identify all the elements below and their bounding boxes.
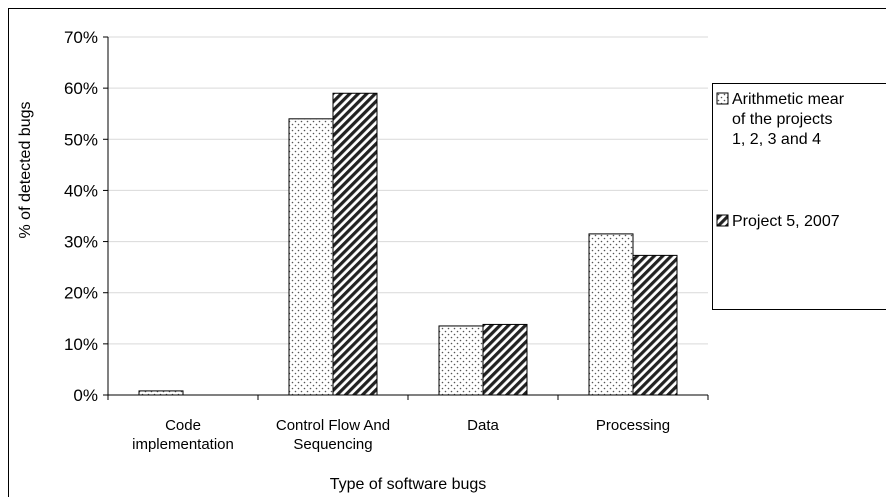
- legend-box: [712, 83, 886, 310]
- bar-series-1: [588, 233, 634, 396]
- y-axis-title: % of detected bugs: [17, 102, 34, 239]
- legend-label: Project 5, 2007: [732, 213, 840, 230]
- y-tick-label: 50%: [64, 130, 98, 149]
- legend: Arithmetic mear of the projects 1, 2, 3 an…: [712, 83, 886, 310]
- y-tick-label: 60%: [64, 79, 98, 98]
- x-category-label: Sequencing: [293, 436, 372, 453]
- x-category-label: Processing: [596, 417, 670, 434]
- bars: [138, 92, 678, 396]
- legend-items: Arithmetic mear of the projects 1, 2, 3 an…: [716, 91, 845, 230]
- legend-swatch-1: [716, 92, 729, 105]
- bar-series-2: [632, 254, 678, 396]
- bar-series-1: [138, 390, 184, 396]
- bar-series-2: [332, 92, 378, 396]
- legend-label: Arithmetic mear: [732, 91, 845, 108]
- y-axis-ticks: 0% 10% 20% 30% 40% 50% 60% 70%: [64, 28, 108, 405]
- y-tick-label: 30%: [64, 233, 98, 252]
- x-category-label: Data: [467, 417, 499, 434]
- legend-label: of the projects: [732, 111, 833, 128]
- y-tick-label: 10%: [64, 335, 98, 354]
- bar-series-1: [288, 118, 334, 396]
- y-tick-label: 0%: [73, 386, 98, 405]
- legend-swatch-2: [716, 214, 729, 227]
- bar-series-1: [438, 325, 484, 396]
- x-category-label: Control Flow And: [276, 417, 390, 434]
- y-tick-label: 40%: [64, 181, 98, 200]
- x-axis-ticks: Code implementation Control Flow And Sequen…: [107, 395, 709, 453]
- legend-label: 1, 2, 3 and 4: [732, 131, 821, 148]
- x-axis-title: Type of software bugs: [330, 476, 487, 493]
- x-category-label: Code: [165, 417, 201, 434]
- y-tick-label: 20%: [64, 284, 98, 303]
- plot-area: 0% 10% 20% 30% 40% 50% 60% 70% Code implementati…: [64, 28, 709, 453]
- bar-series-2: [482, 323, 528, 396]
- x-category-label: implementation: [132, 436, 234, 453]
- y-tick-label: 70%: [64, 28, 98, 47]
